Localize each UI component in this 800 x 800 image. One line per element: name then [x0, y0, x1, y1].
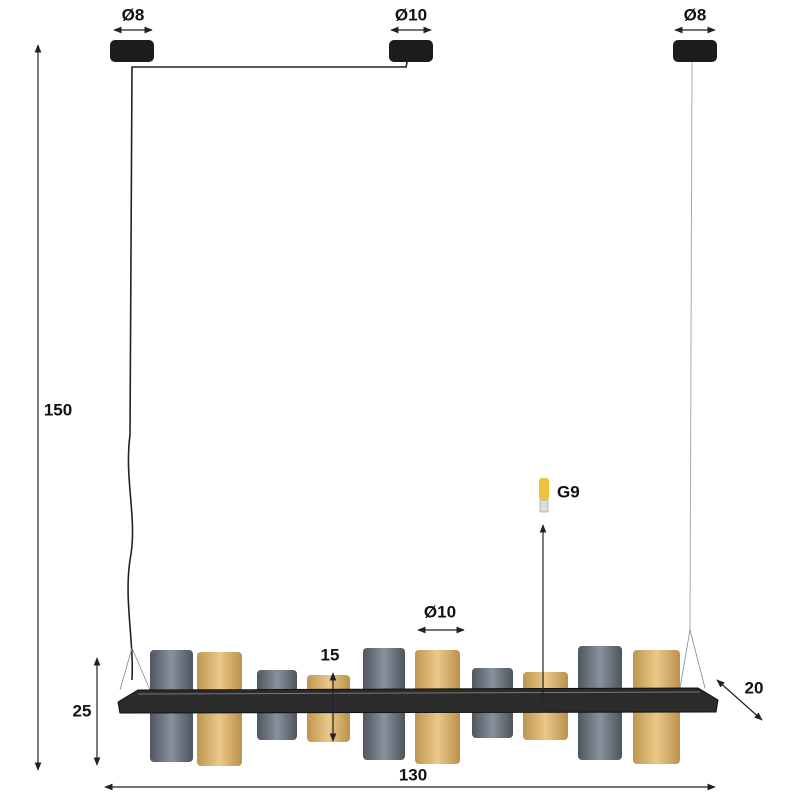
bulb-icon [539, 478, 549, 513]
bulb-label: G9 [557, 482, 580, 501]
canopies [110, 40, 717, 62]
width-label: 130 [399, 765, 427, 784]
height-label: 150 [44, 400, 72, 419]
fixture-bar [117, 687, 719, 714]
canopy [110, 40, 154, 62]
bulb-base [539, 499, 549, 513]
canopy-label: Ø8 [122, 5, 145, 24]
canopy [389, 40, 433, 62]
suspension-wire [689, 61, 693, 631]
suspension-wire [119, 629, 706, 691]
canopy-label: Ø8 [684, 5, 707, 24]
bar-edge [137, 691, 701, 695]
shade-diameter-label: Ø10 [424, 602, 456, 621]
fixture-height-label: 25 [73, 701, 92, 720]
shade-height-label: 15 [321, 645, 340, 664]
canopy [673, 40, 717, 62]
bulb-glass [539, 478, 549, 500]
canopy-label: Ø10 [395, 5, 427, 24]
dim-arrow [716, 679, 763, 721]
power-cable [127, 57, 409, 681]
depth-label: 20 [745, 678, 764, 697]
dimension-lines [34, 26, 763, 791]
wires [119, 57, 706, 691]
